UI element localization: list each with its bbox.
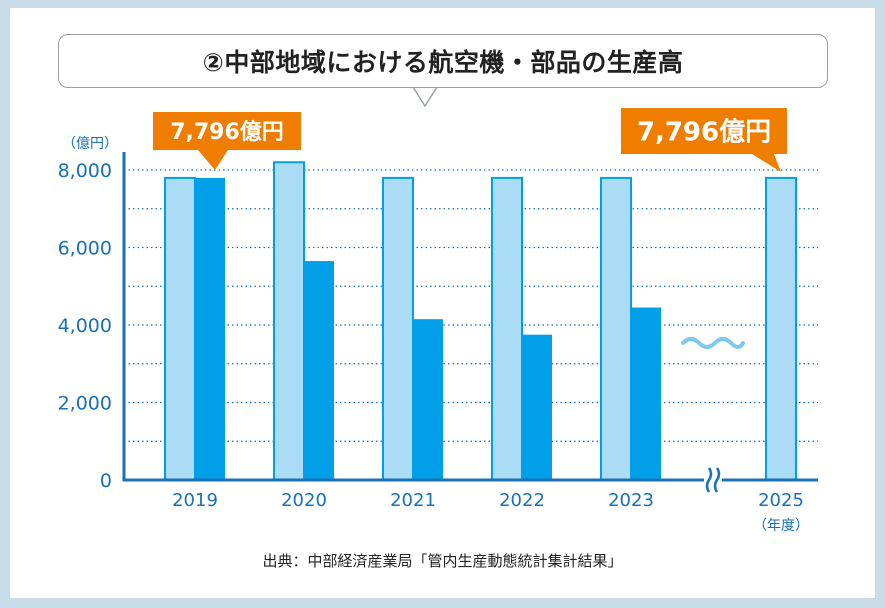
callout-pointer-2025 <box>752 154 781 172</box>
bar-actual-2020 <box>304 261 334 480</box>
x-tick-label: 2020 <box>281 490 327 511</box>
title-bubble: ②中部地域における航空機・部品の生産高 <box>58 34 828 88</box>
x-tick-label: 2025 <box>758 490 804 511</box>
chart-panel <box>10 8 875 598</box>
axis-layer: 0 2,000 4,000 6,000 8,000 2019 2020 2021 2022 202… <box>58 152 818 511</box>
y-tick-label: 2,000 <box>58 393 112 415</box>
title-bubble-pointer <box>411 86 439 108</box>
y-tick-label: 0 <box>100 470 112 492</box>
bars-layer <box>164 161 797 481</box>
y-axis-unit-label: （億円） <box>62 136 118 152</box>
y-tick-label: 4,000 <box>58 315 112 337</box>
bar-target-2019 <box>164 176 196 481</box>
x-tick-label: 2022 <box>499 490 545 511</box>
axis-break-mark <box>713 467 721 493</box>
callout-label-2025: 7,796億円 <box>637 117 771 147</box>
bar-actual-2019 <box>195 177 225 480</box>
callout-box-2019 <box>153 112 301 150</box>
bar-target-2021 <box>382 176 414 481</box>
chart-title: ②中部地域における航空機・部品の生産高 <box>202 48 684 77</box>
bar-actual-2021 <box>413 319 443 480</box>
callout-pointer-2019 <box>198 150 228 170</box>
y-tick-label: 8,000 <box>58 160 112 182</box>
x-tick-label: 2021 <box>390 490 436 511</box>
callout-layer: 7,796億円 7,796億円 <box>153 108 787 172</box>
break-wave-icon <box>681 337 745 349</box>
bar-actual-2022 <box>522 334 552 480</box>
grid-layer <box>124 169 818 442</box>
bar-target-2025 <box>765 176 797 481</box>
x-tick-label: 2019 <box>172 490 218 511</box>
bar-target-2022 <box>491 176 523 481</box>
x-tick-label: 2023 <box>608 490 654 511</box>
callout-label-2019: 7,796億円 <box>170 119 284 145</box>
axis-break-mark <box>705 467 713 493</box>
y-tick-label: 6,000 <box>58 238 112 260</box>
callout-box-2025 <box>621 108 787 154</box>
source-note: 出典：中部経済産業局「管内生産動態統計集計結果」 <box>262 552 623 570</box>
bar-target-2023 <box>600 176 632 481</box>
bar-target-2020 <box>273 161 305 481</box>
x-axis-unit-label: （年度） <box>753 518 809 534</box>
bar-actual-2023 <box>631 307 661 480</box>
